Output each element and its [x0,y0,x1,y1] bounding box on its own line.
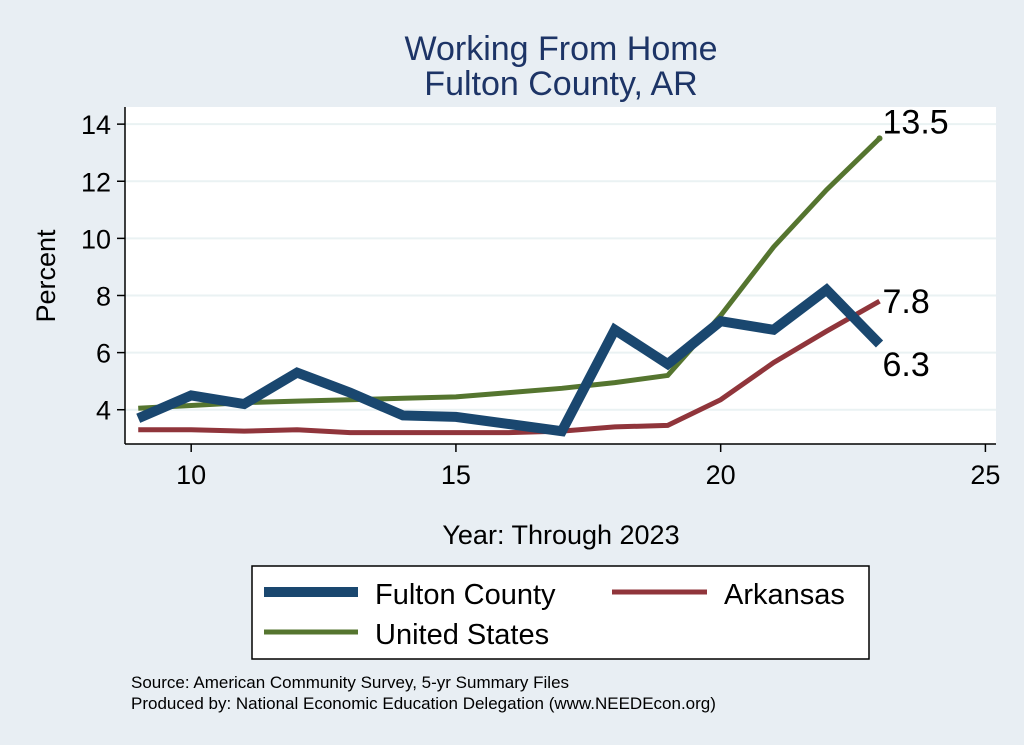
legend-item-united-states: United States [264,619,549,651]
y-tick-label-6: 6 [96,339,111,369]
end-label-united-states: 13.5 [883,103,949,141]
y-tick-label-10: 10 [81,224,111,254]
legend-label-united-states: United States [375,619,549,651]
y-tick-label-4: 4 [96,396,111,426]
legend-item-fulton-county: Fulton County [264,579,556,611]
end-label-fulton-county: 6.3 [883,346,930,384]
x-tick-label-25: 25 [970,460,1000,490]
producer-note: Produced by: National Economic Education… [131,694,716,713]
x-tick-label-10: 10 [176,460,206,490]
x-axis-label: Year: Through 2023 [442,520,679,550]
legend-box [251,565,870,660]
series-lines [136,136,884,437]
series-line-fulton-county [136,283,884,437]
chart-title: Working From Home [405,30,718,68]
legend-label-fulton-county: Fulton County [375,579,556,611]
end-label-arkansas: 7.8 [883,283,930,321]
end-labels: 7.8 13.5 6.3 [876,103,949,384]
y-tick-label-14: 14 [81,110,111,140]
x-ticks: 10 15 20 25 [176,444,1000,490]
source-note: Source: American Community Survey, 5-yr … [131,673,569,692]
grid-lines [125,123,996,411]
x-tick-label-15: 15 [441,460,471,490]
y-axis-label: Percent [31,229,61,323]
y-tick-label-8: 8 [96,281,111,311]
legend-item-arkansas: Arkansas [612,579,845,611]
series-line-arkansas [138,299,881,436]
series-line-united-states [138,136,882,411]
end-point-united-states [876,135,883,142]
x-tick-label-20: 20 [706,460,736,490]
y-tick-label-12: 12 [81,167,111,197]
chart-subtitle: Fulton County, AR [424,65,697,103]
legend-label-arkansas: Arkansas [724,579,845,611]
y-ticks: 4 6 8 10 12 14 [81,110,125,426]
